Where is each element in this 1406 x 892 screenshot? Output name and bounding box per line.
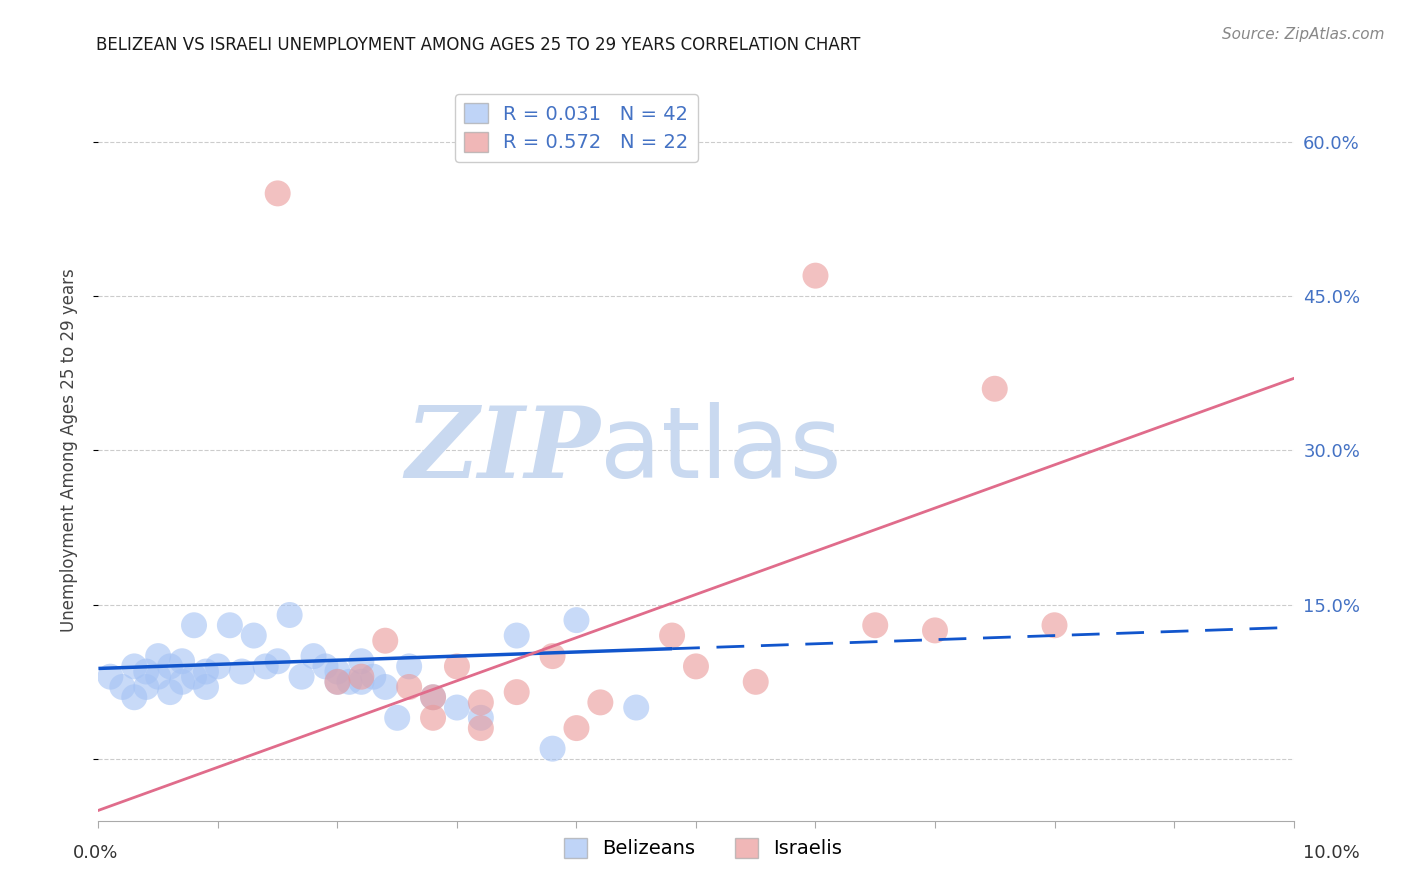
Point (231, 665, 253, 679)
Point (111, 680, 134, 694)
Point (984, 382, 1007, 396)
Point (446, 700, 468, 714)
Legend: R = 0.031   N = 42, R = 0.572   N = 22: R = 0.031 N = 42, R = 0.572 N = 22 (454, 94, 699, 162)
Point (159, 685, 181, 699)
Point (195, 665, 218, 679)
Point (924, 624, 946, 638)
Point (350, 654, 373, 668)
Point (661, 628, 683, 642)
Point (1043, 618, 1066, 632)
Point (470, 711, 492, 725)
Point (506, 685, 529, 699)
Point (422, 690, 444, 705)
Point (172, 654, 194, 668)
Point (159, 659, 181, 673)
Point (565, 613, 588, 627)
Point (135, 665, 157, 679)
Point (326, 674, 349, 689)
Point (195, 680, 218, 694)
Point (363, 670, 385, 684)
Point (470, 721, 492, 735)
Y-axis label: Unemployment Among Ages 25 to 29 years: Unemployment Among Ages 25 to 29 years (59, 268, 77, 632)
Point (339, 674, 361, 689)
Point (267, 654, 290, 668)
Point (183, 618, 205, 632)
Point (565, 721, 588, 735)
Point (470, 695, 492, 709)
Point (124, 690, 146, 705)
Point (267, 186, 290, 201)
Point (98, 670, 122, 684)
Point (589, 695, 612, 709)
Point (315, 659, 337, 673)
Point (183, 670, 205, 684)
Point (398, 659, 420, 673)
Point (254, 659, 277, 673)
Point (685, 659, 707, 673)
Point (446, 659, 468, 673)
Point (865, 618, 887, 632)
Point (385, 711, 409, 725)
Point (302, 649, 325, 664)
Point (374, 633, 396, 648)
Point (172, 674, 194, 689)
Legend: Belizeans, Israelis: Belizeans, Israelis (555, 830, 851, 866)
Text: 0.0%: 0.0% (73, 844, 118, 862)
Point (124, 659, 146, 673)
Text: BELIZEAN VS ISRAELI UNEMPLOYMENT AMONG AGES 25 TO 29 YEARS CORRELATION CHART: BELIZEAN VS ISRAELI UNEMPLOYMENT AMONG A… (96, 36, 860, 54)
Text: Source: ZipAtlas.com: Source: ZipAtlas.com (1222, 27, 1385, 42)
Point (219, 618, 242, 632)
Point (243, 628, 266, 642)
Point (422, 690, 444, 705)
Point (506, 628, 529, 642)
Point (350, 674, 373, 689)
Point (207, 659, 229, 673)
Point (148, 649, 170, 664)
Point (422, 711, 444, 725)
Point (278, 607, 301, 622)
Point (326, 674, 349, 689)
Point (350, 670, 373, 684)
Text: ZIP: ZIP (405, 402, 600, 499)
Point (745, 674, 768, 689)
Point (135, 680, 157, 694)
Point (541, 649, 564, 664)
Point (291, 670, 314, 684)
Text: atlas: atlas (600, 402, 842, 499)
Point (148, 670, 170, 684)
Point (541, 741, 564, 756)
Point (626, 700, 648, 714)
Point (326, 665, 349, 679)
Point (374, 680, 396, 694)
Point (804, 268, 827, 283)
Point (398, 680, 420, 694)
Text: 10.0%: 10.0% (1303, 844, 1360, 862)
